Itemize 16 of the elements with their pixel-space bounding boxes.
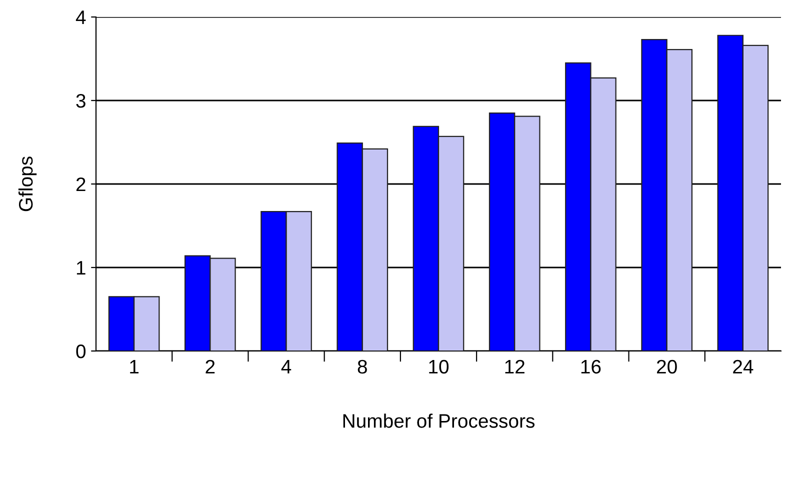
x-tick-label: 24 xyxy=(733,360,754,374)
x-tick-label: 10 xyxy=(429,360,449,374)
x-axis-title: Number of Processors xyxy=(343,414,535,428)
y-tick-label: 1 xyxy=(76,261,86,275)
x-tick-label: 1 xyxy=(130,360,139,374)
y-tick-label: 3 xyxy=(76,94,86,108)
y-tick-label: 0 xyxy=(76,344,86,358)
y-tick-label: 2 xyxy=(76,177,86,192)
x-tick-label: 12 xyxy=(505,360,524,374)
y-axis-title: Gflops xyxy=(18,156,37,212)
x-tick-label: 8 xyxy=(358,360,367,374)
x-tick-label: 4 xyxy=(281,360,292,374)
x-tick-label: 16 xyxy=(581,360,601,374)
x-tick-label: 2 xyxy=(206,360,215,374)
x-tick-label: 20 xyxy=(657,360,677,374)
y-tick-label: 4 xyxy=(76,10,86,24)
